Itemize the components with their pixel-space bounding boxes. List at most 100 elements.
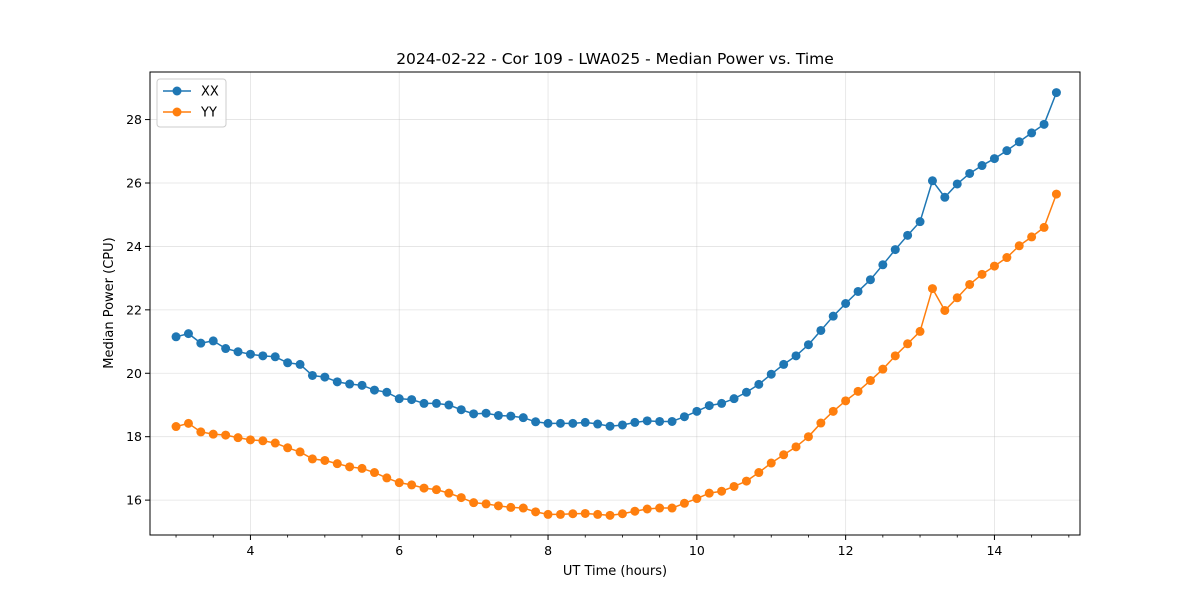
data-point-yy — [307, 454, 317, 464]
data-point-xx — [903, 230, 913, 240]
data-point-yy — [493, 501, 503, 511]
data-point-yy — [655, 503, 665, 513]
data-point-xx — [617, 420, 627, 430]
data-point-xx — [754, 379, 764, 389]
x-tick-label: 10 — [689, 543, 705, 558]
data-point-xx — [593, 419, 603, 429]
data-point-yy — [518, 503, 528, 513]
data-point-yy — [1027, 232, 1037, 242]
data-point-xx — [729, 394, 739, 404]
data-point-xx — [493, 410, 503, 420]
data-point-yy — [679, 498, 689, 508]
data-point-xx — [283, 358, 293, 368]
legend-label-yy: YY — [200, 106, 217, 121]
data-point-yy — [940, 305, 950, 315]
data-point-yy — [1051, 189, 1061, 199]
data-point-xx — [704, 401, 714, 411]
data-point-xx — [357, 380, 367, 390]
data-point-xx — [555, 418, 565, 428]
data-point-yy — [345, 462, 355, 472]
data-point-yy — [1039, 222, 1049, 232]
data-point-yy — [407, 480, 417, 490]
data-point-yy — [221, 430, 231, 440]
data-point-yy — [481, 499, 491, 509]
data-point-xx — [952, 179, 962, 189]
data-point-xx — [320, 372, 330, 382]
data-point-xx — [345, 379, 355, 389]
data-point-xx — [741, 387, 751, 397]
data-point-yy — [369, 468, 379, 478]
data-point-xx — [779, 359, 789, 369]
data-point-yy — [791, 442, 801, 452]
data-point-yy — [233, 433, 243, 443]
data-point-xx — [1051, 88, 1061, 98]
data-point-xx — [407, 395, 417, 405]
data-point-yy — [816, 418, 826, 428]
data-point-yy — [444, 488, 454, 498]
data-point-yy — [617, 509, 627, 519]
data-point-xx — [382, 387, 392, 397]
x-tick-label: 4 — [246, 543, 254, 558]
y-axis-label: Median Power (CPU) — [102, 237, 117, 368]
data-point-yy — [456, 493, 466, 503]
data-point-yy — [208, 429, 218, 439]
data-point-xx — [865, 275, 875, 285]
data-point-yy — [989, 261, 999, 271]
data-point-xx — [853, 286, 863, 296]
data-point-yy — [431, 485, 441, 495]
legend-label-xx: XX — [201, 85, 219, 100]
data-point-xx — [1014, 137, 1024, 147]
data-point-yy — [754, 468, 764, 478]
data-point-yy — [803, 432, 813, 442]
y-tick-label: 18 — [126, 429, 142, 444]
data-point-yy — [692, 494, 702, 504]
data-point-yy — [841, 396, 851, 406]
data-point-xx — [1039, 119, 1049, 129]
data-point-xx — [419, 398, 429, 408]
data-point-yy — [469, 498, 479, 508]
y-tick-label: 26 — [126, 175, 142, 190]
x-tick-label: 12 — [838, 543, 854, 558]
data-point-yy — [506, 502, 516, 512]
series-layer — [171, 88, 1061, 520]
data-point-yy — [965, 279, 975, 289]
data-point-yy — [890, 351, 900, 361]
data-point-xx — [630, 417, 640, 427]
data-point-xx — [221, 344, 231, 354]
data-point-yy — [630, 506, 640, 516]
chart-title: 2024-02-22 - Cor 109 - LWA025 - Median P… — [396, 50, 834, 68]
data-point-yy — [977, 269, 987, 279]
data-point-yy — [779, 450, 789, 460]
data-point-xx — [543, 418, 553, 428]
data-point-yy — [555, 509, 565, 519]
data-point-yy — [915, 326, 925, 336]
data-point-yy — [828, 406, 838, 416]
data-point-yy — [865, 376, 875, 386]
data-point-yy — [704, 488, 714, 498]
legend: XX YY — [156, 78, 227, 128]
data-point-xx — [245, 349, 255, 359]
data-point-xx — [828, 311, 838, 321]
data-point-xx — [841, 299, 851, 308]
data-point-yy — [332, 459, 342, 469]
data-point-xx — [878, 260, 888, 270]
plot-frame — [149, 71, 1081, 536]
data-point-xx — [171, 332, 181, 342]
data-point-xx — [605, 421, 615, 431]
data-point-xx — [642, 416, 652, 426]
data-point-xx — [481, 408, 491, 418]
data-point-yy — [258, 436, 268, 446]
x-tick-label: 6 — [395, 543, 403, 558]
series-line-yy — [175, 193, 1058, 517]
data-point-xx — [791, 351, 801, 361]
data-point-yy — [1014, 241, 1024, 251]
data-point-xx — [692, 406, 702, 416]
data-point-yy — [878, 364, 888, 374]
data-point-yy — [419, 483, 429, 493]
data-point-xx — [444, 400, 454, 410]
data-point-xx — [989, 154, 999, 164]
data-point-yy — [394, 478, 404, 488]
data-point-yy — [927, 284, 937, 294]
data-point-xx — [1027, 128, 1037, 138]
data-point-xx — [1002, 146, 1012, 156]
